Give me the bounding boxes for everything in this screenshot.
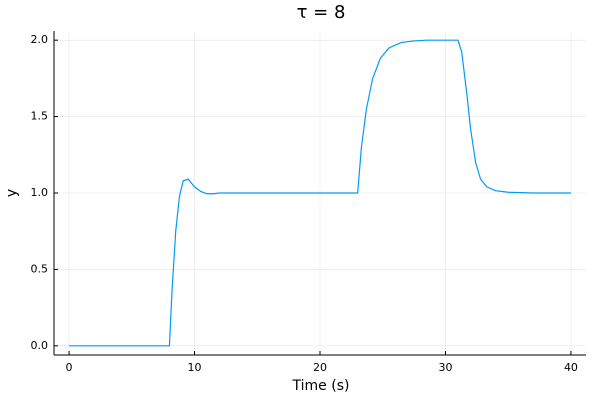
y-tick-label: 1.0 bbox=[31, 186, 49, 199]
x-axis-label: Time (s) bbox=[292, 378, 350, 394]
data-line bbox=[69, 39, 571, 347]
y-tick-label: 1.5 bbox=[31, 110, 49, 123]
y-tick-label: 0.5 bbox=[31, 262, 49, 275]
x-tick-label: 20 bbox=[313, 361, 327, 374]
x-tick-label: 40 bbox=[564, 361, 578, 374]
y-tick-label: 2.0 bbox=[31, 33, 49, 46]
y-axis-label: y bbox=[4, 189, 20, 197]
y-tick-label: 0.0 bbox=[31, 339, 49, 352]
x-tick-label: 10 bbox=[188, 361, 202, 374]
chart-title: τ = 8 bbox=[297, 2, 346, 23]
x-tick-label: 0 bbox=[66, 361, 73, 374]
x-tick-label: 30 bbox=[438, 361, 452, 374]
